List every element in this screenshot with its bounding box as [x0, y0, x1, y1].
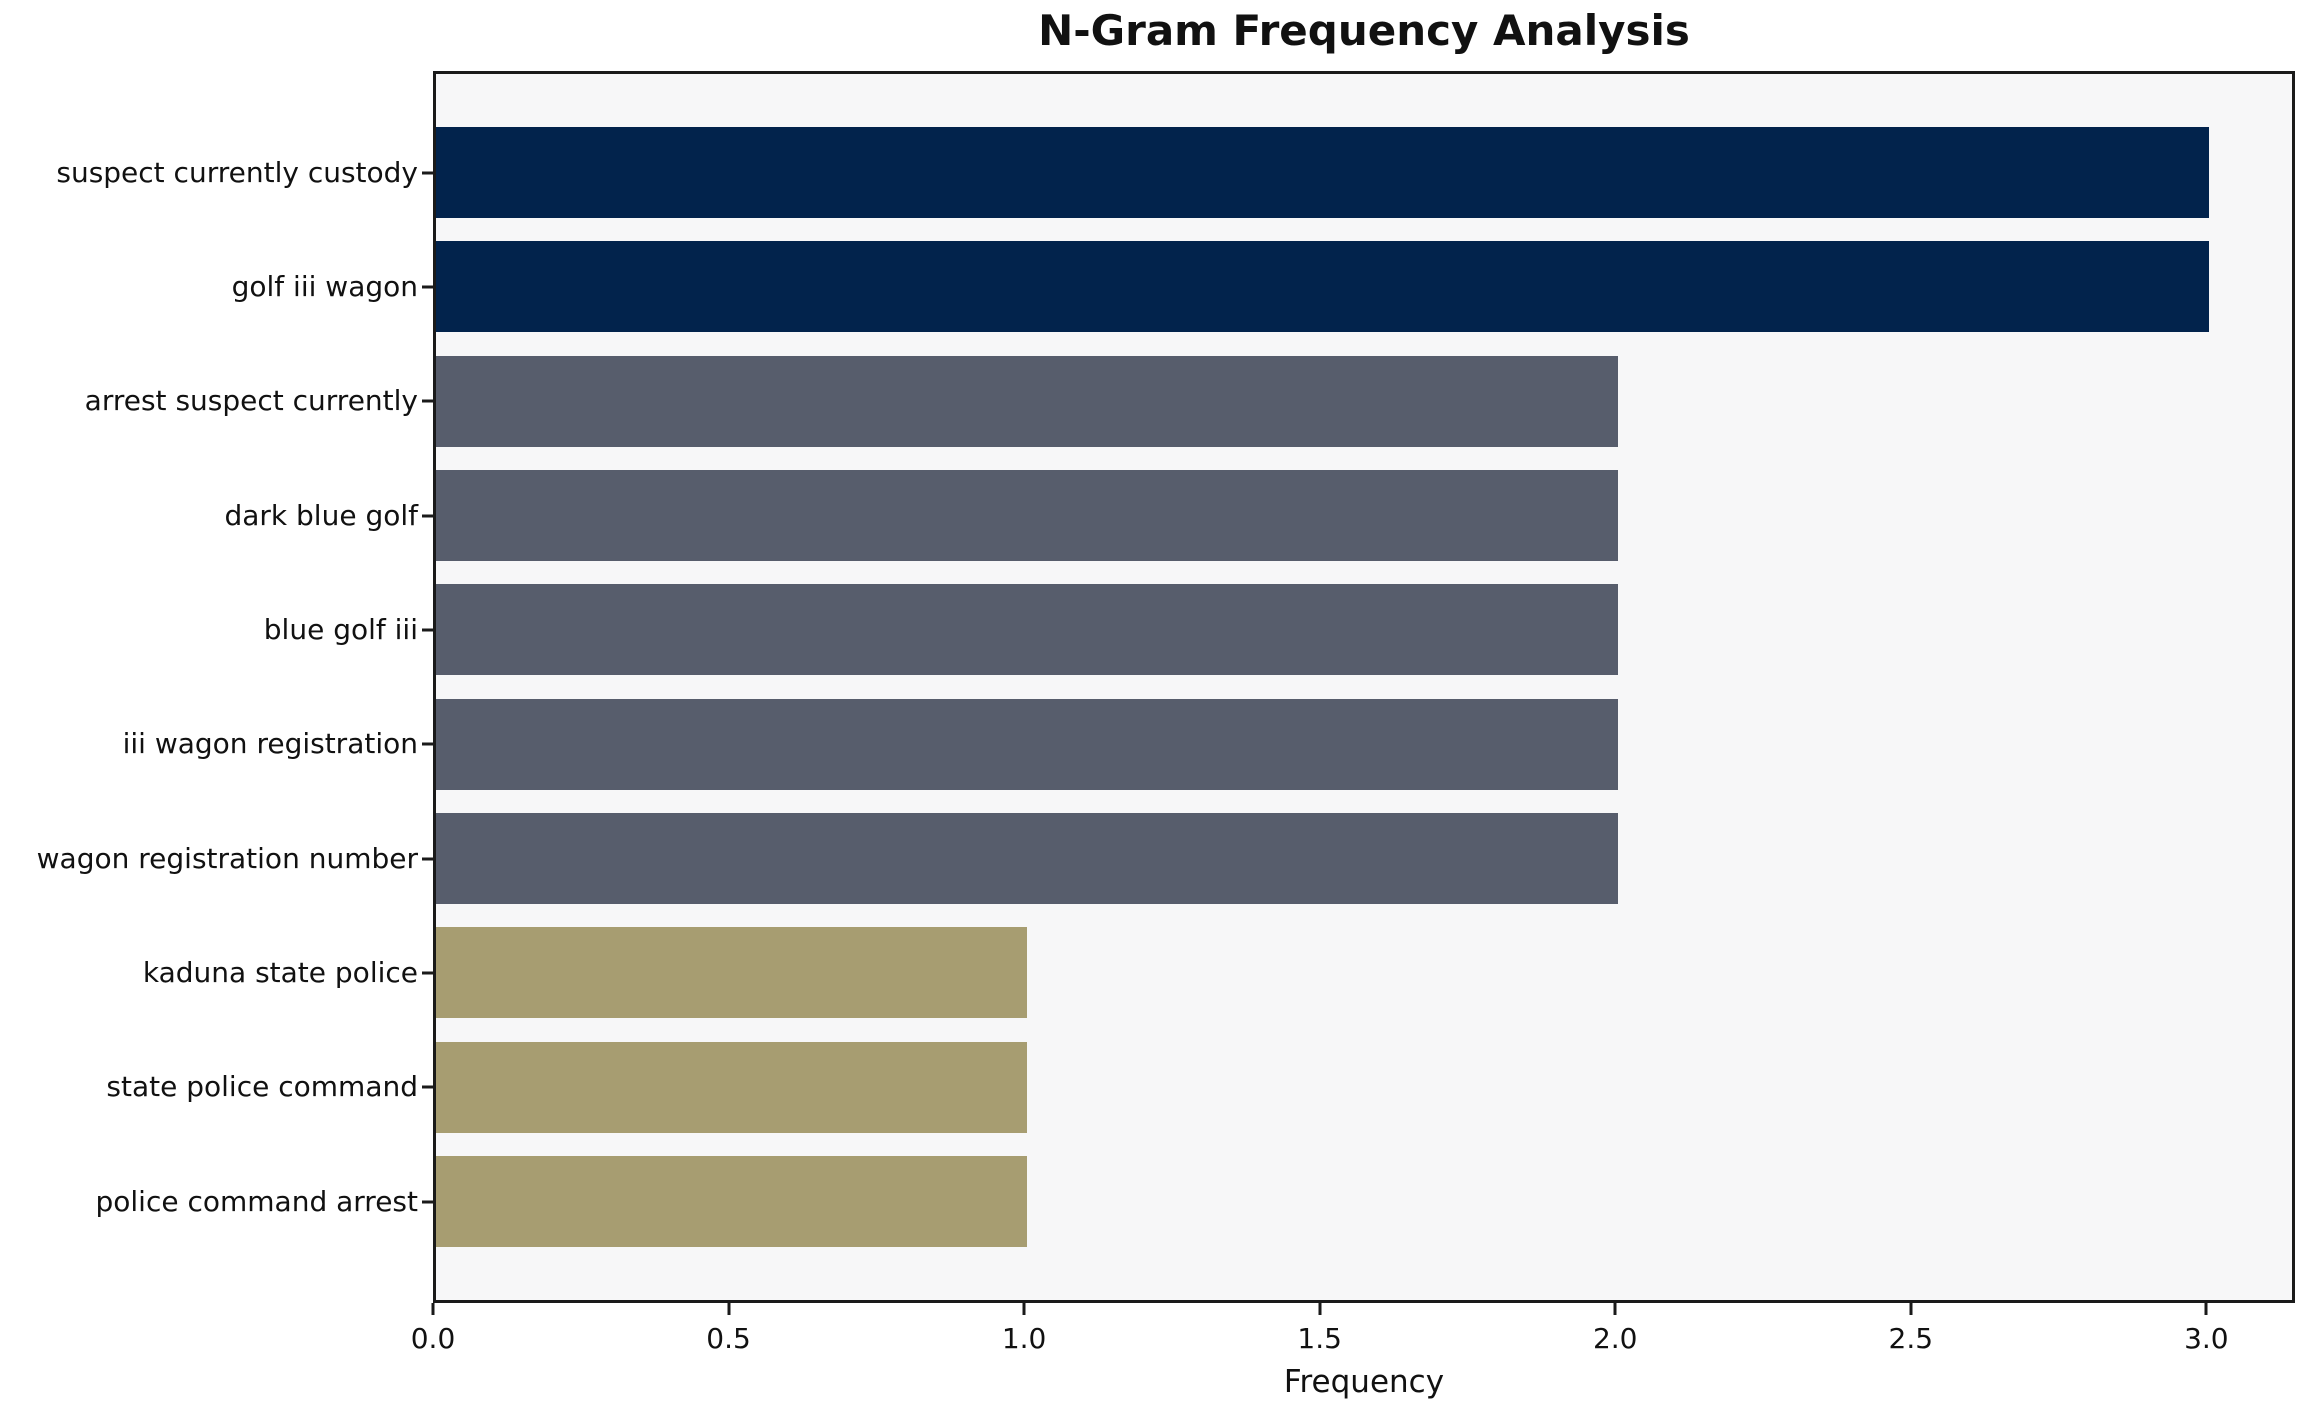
y-tick-label: wagon registration number — [36, 841, 418, 875]
x-tick-label: 3.0 — [2184, 1322, 2229, 1355]
chart-title: N-Gram Frequency Analysis — [1038, 6, 1690, 55]
x-axis-label: Frequency — [1283, 1364, 1445, 1400]
y-tick-label: golf iii wagon — [231, 269, 418, 303]
y-tick-mark — [422, 628, 433, 632]
y-tick-mark — [422, 171, 433, 174]
bar-arrest-suspect-currently — [436, 355, 1619, 447]
bar-wagon-registration-number — [436, 813, 1619, 904]
y-tick-mark — [422, 857, 433, 860]
y-tick-label: police command arrest — [95, 1184, 418, 1218]
y-tick-mark — [422, 1200, 433, 1203]
y-tick-mark — [422, 285, 433, 289]
bar-state-police-command — [436, 1041, 1028, 1133]
x-tick-label: 2.5 — [1888, 1322, 1934, 1355]
bar-dark-blue-golf — [436, 470, 1619, 561]
y-tick-label: kaduna state police — [142, 955, 418, 989]
y-tick-mark — [422, 514, 433, 517]
x-tick-label: 2.0 — [1592, 1322, 1638, 1355]
bar-iii-wagon-registration — [436, 698, 1619, 790]
y-tick-label: dark blue golf — [224, 498, 418, 532]
y-tick-label: iii wagon registration — [122, 727, 418, 761]
x-tick-label: 1.5 — [1297, 1322, 1342, 1355]
y-tick-label: suspect currently custody — [56, 155, 418, 189]
y-tick-label: blue golf iii — [263, 612, 418, 646]
x-tick-label: 0.0 — [410, 1322, 456, 1355]
x-tick-label: 1.0 — [1001, 1322, 1047, 1355]
x-tick-mark — [1022, 1303, 1026, 1315]
y-tick-label: arrest suspect currently — [84, 384, 418, 418]
x-tick-mark — [1318, 1303, 1322, 1315]
bar-golf-iii-wagon — [436, 241, 2210, 333]
x-tick-mark — [431, 1303, 435, 1315]
bar-blue-golf-iii — [436, 584, 1619, 676]
y-tick-mark — [422, 971, 433, 975]
y-tick-mark — [422, 742, 433, 746]
bar-suspect-currently-custody — [436, 127, 2210, 218]
x-tick-mark — [1909, 1303, 1913, 1315]
x-tick-mark — [1613, 1303, 1617, 1315]
y-tick-mark — [422, 399, 433, 403]
y-tick-mark — [422, 1085, 433, 1089]
x-tick-label: 0.5 — [706, 1322, 751, 1355]
plot-area — [433, 71, 2295, 1303]
x-tick-mark — [2204, 1303, 2208, 1315]
x-tick-mark — [727, 1303, 731, 1315]
bar-police-command-arrest — [436, 1156, 1028, 1247]
y-tick-label: state police command — [106, 1070, 418, 1104]
bar-kaduna-state-police — [436, 927, 1028, 1019]
